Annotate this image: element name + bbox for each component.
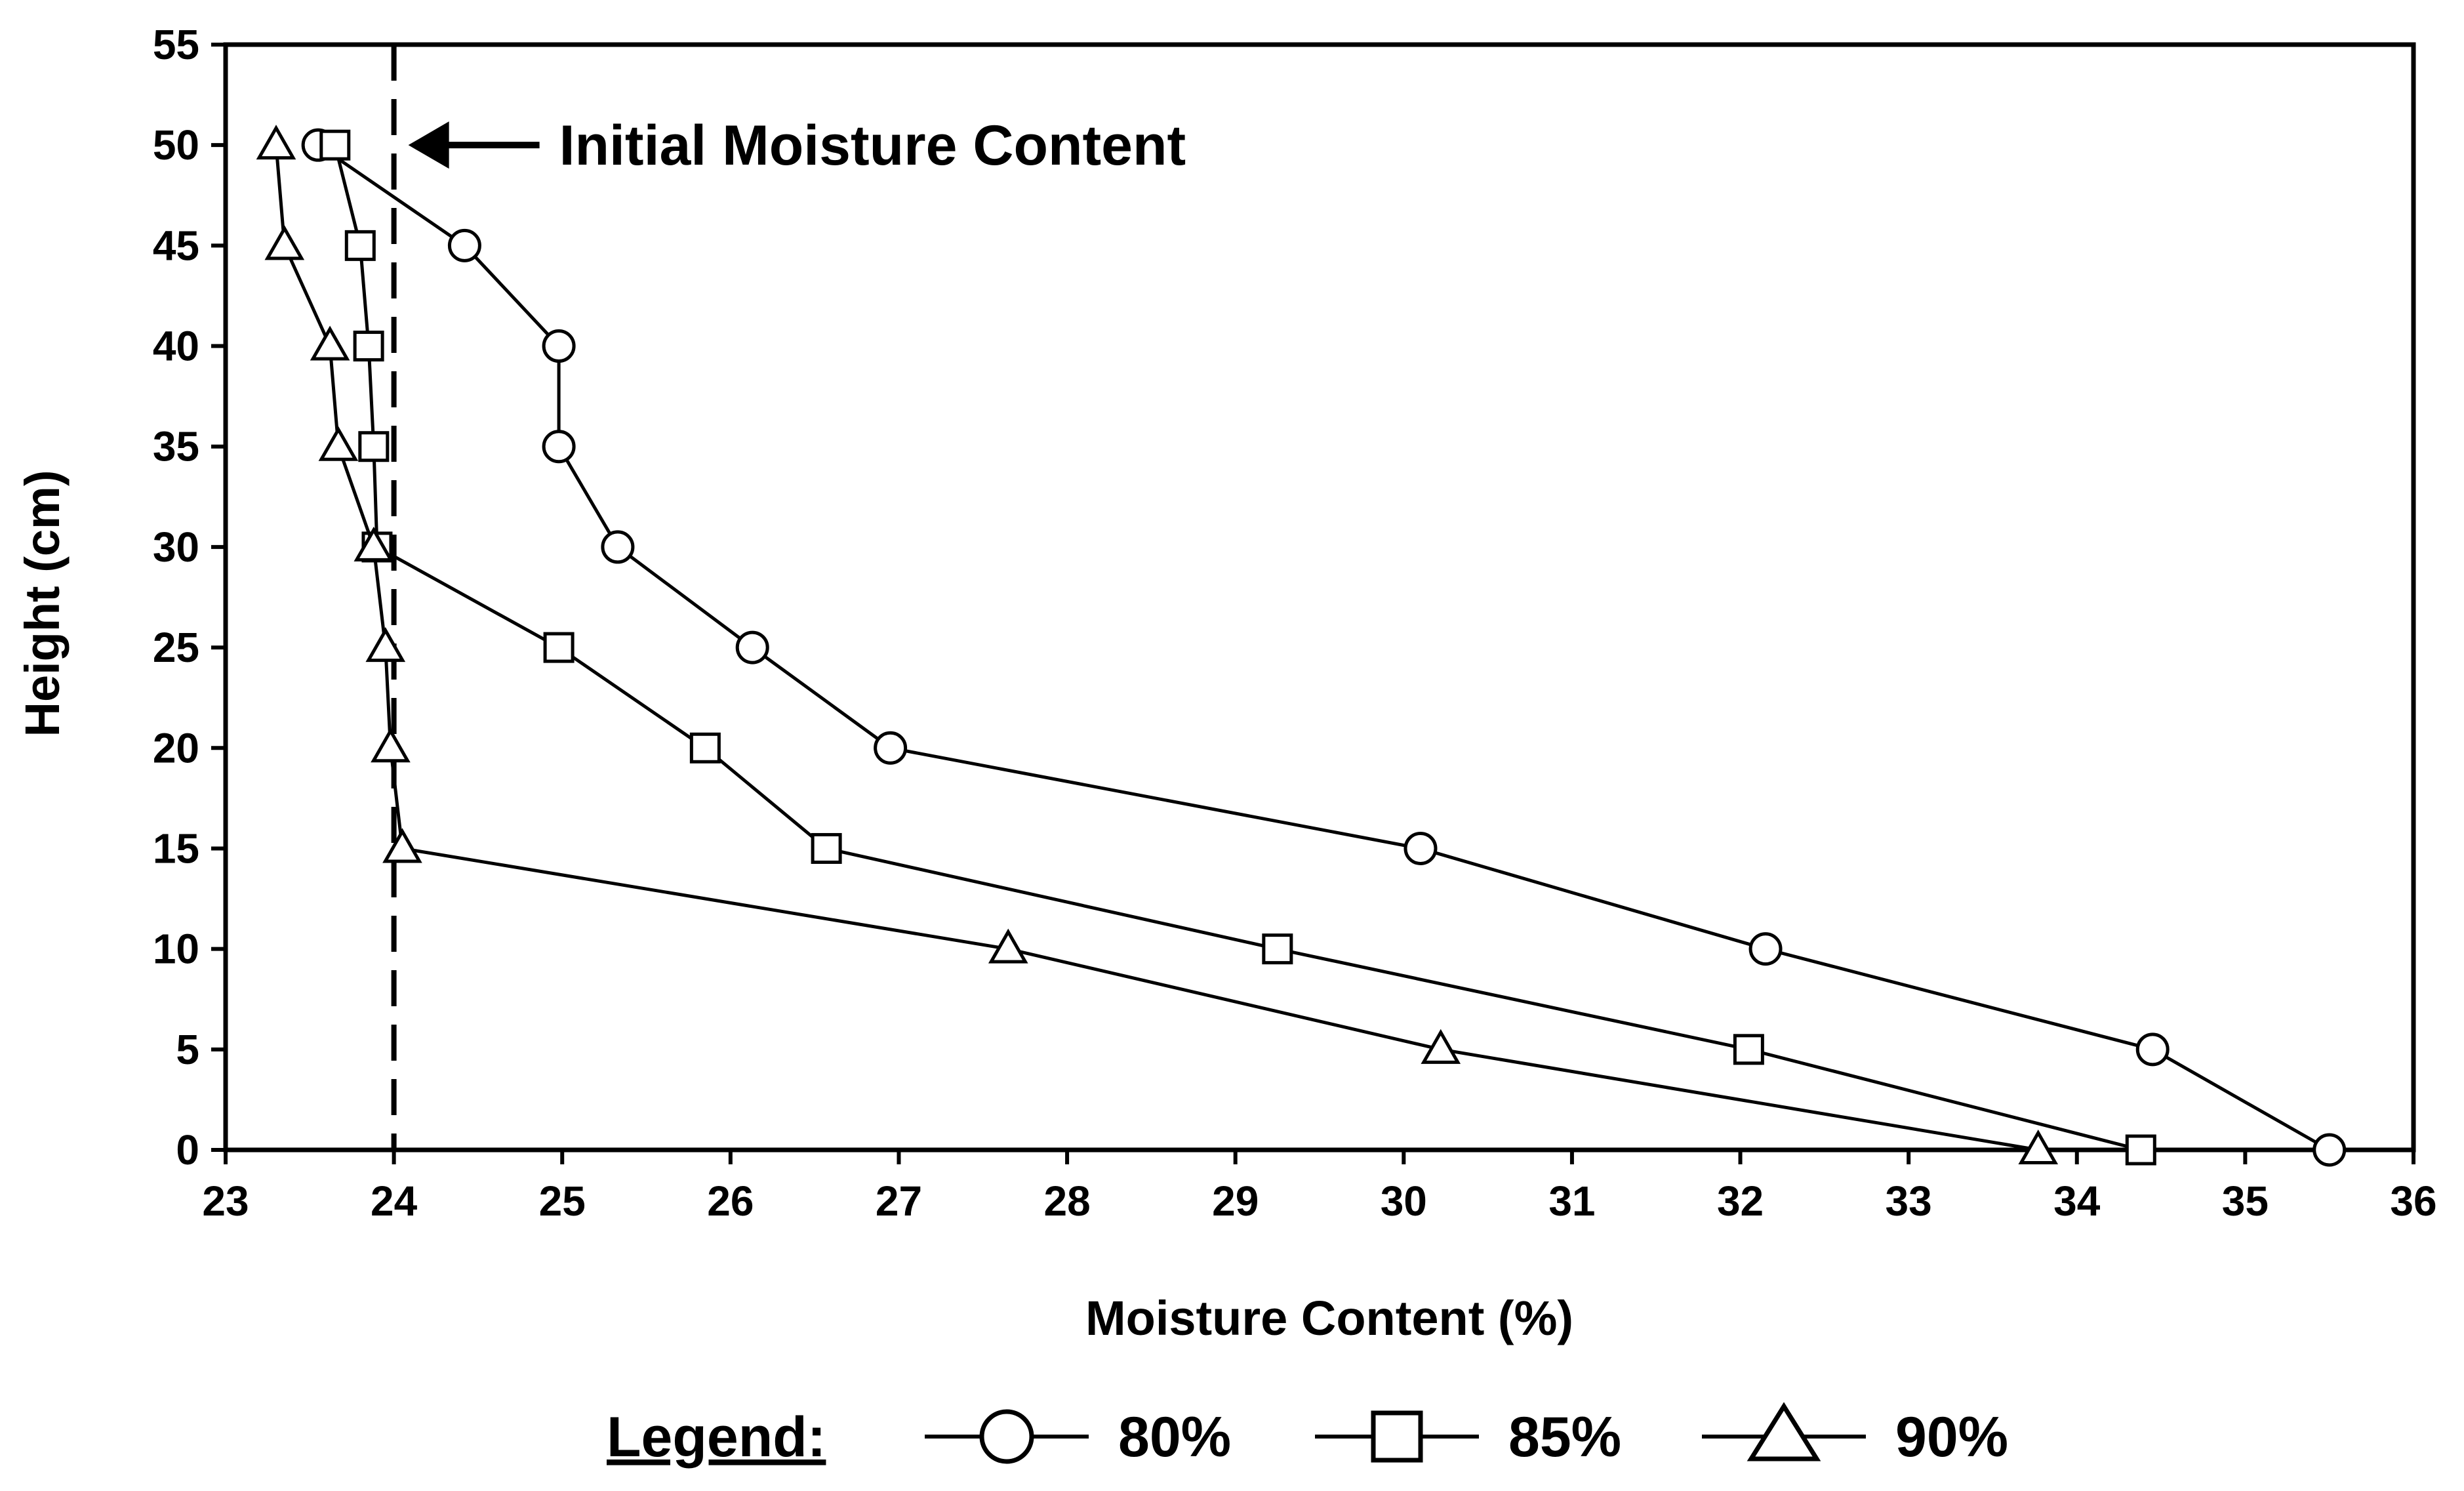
legend-marker: [979, 1409, 1034, 1464]
y-tick-label: 50: [153, 121, 199, 169]
annotation-group: Initial Moisture Content: [408, 114, 1186, 177]
y-tick-label: 40: [153, 323, 199, 370]
data-point: [1748, 932, 1783, 966]
series-1: [301, 128, 2347, 1167]
series-line: [317, 144, 2330, 1152]
data-point: [353, 331, 384, 362]
y-tick-label: 25: [153, 624, 199, 671]
y-tick-label: 35: [153, 423, 199, 470]
x-tick-label: 33: [1886, 1177, 1932, 1225]
plot-area: 23 24 25 26 27 28 29 30 31 32 33 34 35 36 0 5 10 15 20 25 30…: [153, 21, 2437, 1225]
data-point: [353, 526, 394, 562]
x-tick-label: 28: [1043, 1177, 1090, 1225]
data-point: [735, 630, 769, 664]
data-point: [382, 828, 422, 863]
x-tick-label: 29: [1212, 1177, 1259, 1225]
data-point: [319, 129, 351, 161]
plot-frame: [223, 42, 2416, 1153]
data-point: [542, 329, 576, 363]
data-point: [358, 431, 390, 462]
data-point: [601, 530, 635, 564]
data-point: [1404, 831, 1438, 865]
x-tick-label: 30: [1381, 1177, 1427, 1225]
y-tick-label: 15: [153, 825, 199, 872]
data-point: [543, 632, 575, 663]
x-tick-label: 27: [876, 1177, 922, 1225]
x-tick-label: 36: [2390, 1177, 2436, 1225]
data-point: [256, 125, 296, 160]
data-point: [1421, 1029, 1461, 1064]
x-tick-label: 25: [539, 1177, 586, 1225]
y-tick-label: 0: [176, 1126, 199, 1174]
series-line: [274, 144, 2039, 1152]
x-tick-label: 23: [202, 1177, 249, 1225]
data-point: [811, 832, 842, 864]
data-point: [2125, 1134, 2156, 1166]
legend-item-3: 90%: [1702, 1402, 2008, 1469]
data-point: [1262, 933, 1293, 965]
annotation-text: Initial Moisture Content: [559, 114, 1186, 177]
legend-label: 80%: [1118, 1406, 1231, 1469]
legend-label: 85%: [1508, 1406, 1621, 1469]
legend-label: 90%: [1895, 1406, 2008, 1469]
y-tick-label: 30: [153, 523, 199, 571]
legend-title: Legend:: [607, 1406, 826, 1469]
legend-marker: [1747, 1402, 1821, 1461]
y-tick-label: 5: [176, 1026, 199, 1073]
y-tick-label: 20: [153, 724, 199, 771]
data-point: [874, 731, 908, 765]
x-tick-label: 34: [2053, 1177, 2101, 1225]
legend-item-1: 80%: [925, 1406, 1231, 1469]
y-tick-label: 10: [153, 926, 199, 973]
series-2: [319, 129, 2156, 1166]
x-tick-label: 24: [371, 1177, 418, 1225]
data-point: [542, 430, 576, 464]
series-3: [256, 125, 2059, 1164]
data-point: [318, 426, 359, 461]
series-line: [333, 144, 2141, 1152]
x-tick-label: 32: [1717, 1177, 1764, 1225]
y-tick-label: 55: [153, 21, 199, 68]
data-point: [2135, 1032, 2170, 1067]
x-tick-label: 35: [2222, 1177, 2269, 1225]
data-point: [365, 627, 406, 663]
y-axis-title: Height (cm): [15, 470, 70, 737]
series-group: [256, 125, 2347, 1167]
data-point: [1733, 1034, 1764, 1065]
data-point: [264, 225, 305, 260]
legend-marker: [1371, 1410, 1423, 1463]
legend: Legend: 80% 85% 90%: [607, 1402, 2008, 1469]
data-point: [447, 228, 481, 262]
data-point: [344, 230, 376, 261]
annotation-arrow-head: [408, 121, 449, 169]
data-point: [371, 727, 411, 763]
data-point: [988, 928, 1028, 964]
legend-item-2: 85%: [1315, 1406, 1621, 1469]
data-point: [2018, 1129, 2059, 1164]
x-axis-title: Moisture Content (%): [1085, 1291, 1573, 1345]
data-point: [310, 325, 350, 361]
x-tick-label: 26: [707, 1177, 754, 1225]
x-tick-label: 31: [1548, 1177, 1595, 1225]
data-point: [689, 732, 721, 764]
y-tick-label: 45: [153, 222, 199, 269]
data-point: [2313, 1133, 2347, 1167]
